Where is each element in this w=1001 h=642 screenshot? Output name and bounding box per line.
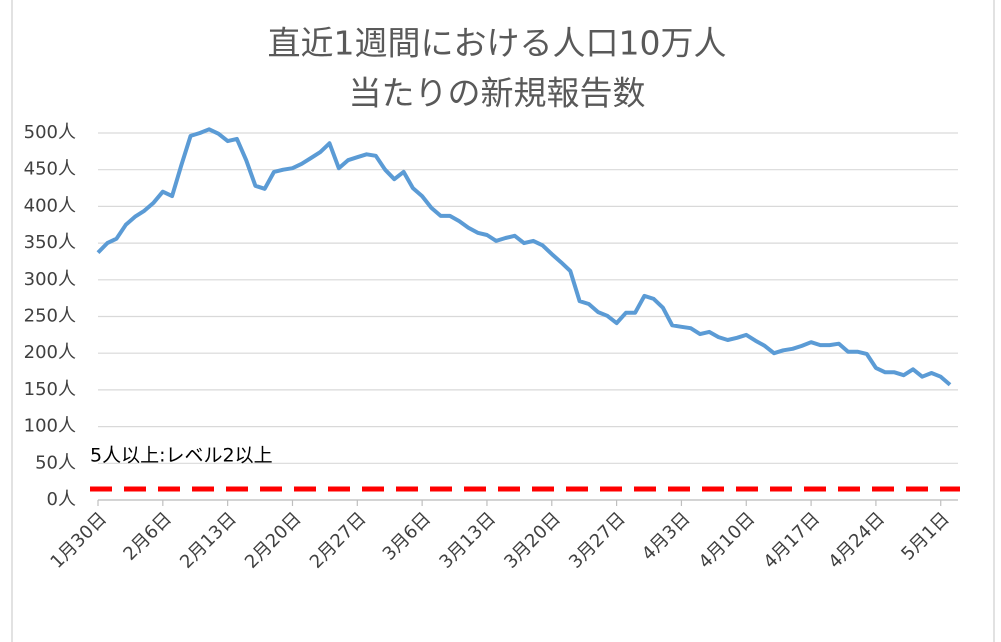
- y-tick-label: 350人: [24, 232, 76, 253]
- y-tick-label: 250人: [24, 306, 76, 327]
- chart-title: 直近1週間における人口10万人: [268, 24, 727, 63]
- y-tick-label: 400人: [24, 195, 76, 216]
- y-tick-label: 450人: [24, 159, 76, 180]
- y-tick-label: 200人: [24, 342, 76, 363]
- chart-title: 当たりの新規報告数: [349, 74, 646, 113]
- chart-border: [11, 0, 995, 642]
- y-tick-label: 300人: [24, 269, 76, 290]
- y-tick-label: 0人: [47, 489, 76, 510]
- data-line: [96, 127, 952, 387]
- y-tick-label: 50人: [35, 452, 76, 473]
- y-tick-label: 500人: [24, 122, 76, 143]
- reference-label: 5人以上:レベル2以上: [90, 445, 273, 467]
- y-tick-label: 150人: [24, 379, 76, 400]
- y-tick-label: 100人: [24, 416, 76, 437]
